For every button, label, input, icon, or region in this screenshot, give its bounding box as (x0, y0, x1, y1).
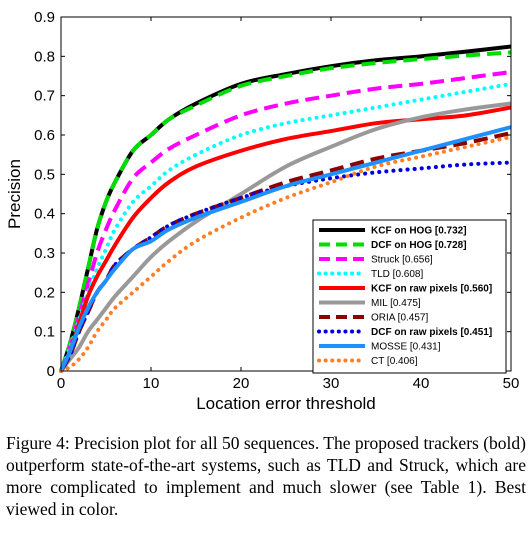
y-tick-label: 0.3 (34, 245, 55, 262)
series-line-struck (59, 70, 512, 372)
y-tick-label: 0.1 (34, 324, 55, 341)
legend-label-mosse: MOSSE [0.431] (371, 342, 441, 353)
legend-label-kcf-on-hog: KCF on HOG [0.732] (371, 226, 467, 237)
legend-label-dcf-on-hog: DCF on HOG [0.728] (371, 240, 467, 251)
legend-label-tld: TLD [0.608] (371, 269, 423, 280)
legend: KCF on HOG [0.732] DCF on HOG [0.728] Stru… (312, 219, 507, 374)
series-line-ct (59, 134, 513, 373)
legend-label-oria: ORIA [0.457] (371, 313, 428, 324)
x-tick-label: 50 (503, 375, 520, 392)
series-line-kcf-on-hog (59, 44, 512, 372)
plot-frame (60, 16, 512, 372)
legend-label-struck: Struck [0.656] (371, 255, 433, 266)
legend-label-ct: CT [0.406] (371, 356, 418, 367)
x-tick-label: 20 (233, 375, 250, 392)
y-tick-label: 0.2 (34, 284, 55, 301)
x-tick-label: 40 (413, 375, 430, 392)
figure-caption: Figure 4: Precision plot for all 50 sequ… (6, 433, 526, 519)
y-tick-label: 0.7 (34, 88, 55, 105)
y-tick-label: 0.9 (34, 9, 55, 26)
axis-ticks: 0 10 20 30 40 50 0 0.1 0.2 0.3 0.4 0.5 0.6 0.7 0.8 0.9 (34, 9, 519, 392)
y-tick-label: 0.5 (34, 166, 55, 183)
x-axis-label: Location error threshold (196, 394, 376, 413)
series-lines (59, 44, 513, 373)
y-tick-label: 0.6 (34, 127, 55, 144)
legend-label-dcf-on-raw-pixels: DCF on raw pixels [0.451] (371, 327, 492, 338)
x-tick-label: 30 (323, 375, 340, 392)
x-tick-label: 0 (57, 375, 65, 392)
series-line-tld (59, 81, 513, 373)
legend-label-mil: MIL [0.475] (371, 298, 421, 309)
series-line-kcf-on-raw-pixels (59, 105, 512, 372)
y-tick-label: 0.4 (34, 206, 55, 223)
y-tick-label: 0.8 (34, 48, 55, 65)
x-tick-label: 10 (143, 375, 160, 392)
y-axis-label: Precision (5, 159, 24, 229)
y-tick-label: 0 (47, 363, 55, 380)
series-line-mil (59, 101, 512, 373)
precision-chart: 0 10 20 30 40 50 0 0.1 0.2 0.3 0.4 0.5 0.6 0.7 0.8 0.9 … (5, 9, 519, 413)
precision-plot-svg: 0 10 20 30 40 5000.10.20.30.40.50.60.70.80.9 … (5, 9, 519, 413)
legend-label-kcf-on-raw-pixels: KCF on raw pixels [0.560] (371, 284, 492, 295)
series-line-mosse (59, 125, 512, 372)
